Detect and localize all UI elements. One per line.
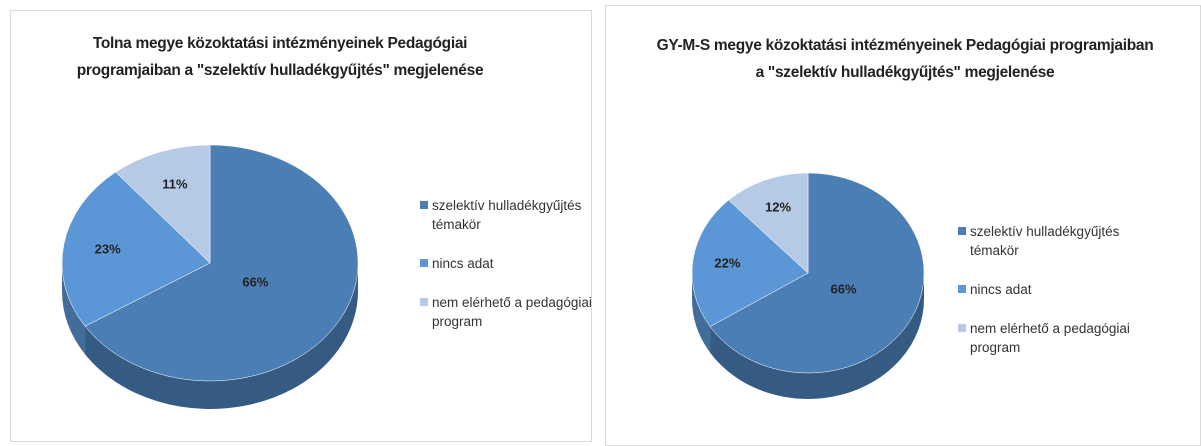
legend-item: szelektív hulladékgyűjtés témakör [958, 222, 1133, 260]
pie-sides [62, 263, 359, 410]
pie-slice [84, 144, 359, 382]
legend-item: nincs adat [420, 254, 595, 273]
legend-item: nem elérhető a pedagógiai program [958, 319, 1133, 357]
legend-swatch [420, 298, 428, 306]
data-label: 22% [714, 256, 740, 271]
legend-label: szelektív hulladékgyűjtés témakör [432, 198, 582, 232]
pie-slice [728, 172, 809, 274]
pie-slice [61, 171, 211, 327]
pie-side [692, 273, 711, 353]
data-label: 66% [242, 274, 268, 289]
pie-slice [115, 144, 211, 264]
legend-label: nincs adat [432, 256, 494, 271]
legend-label: nem elérhető a pedagógiai program [432, 295, 592, 329]
chart-title: Tolna megye közoktatási intézményeinek P… [76, 35, 484, 79]
pie-side [710, 273, 924, 399]
legend-item: szelektív hulladékgyűjtés témakör [420, 196, 595, 234]
data-label: 23% [95, 242, 121, 257]
pie-slice [709, 172, 925, 374]
pie-side [85, 263, 359, 410]
data-label: 11% [162, 177, 188, 192]
legend-item: nincs adat [958, 280, 1133, 299]
pie-tops [61, 144, 359, 382]
pie-sides [692, 273, 924, 399]
legend-label: nincs adat [970, 282, 1032, 297]
legend-swatch [420, 201, 428, 209]
legend-swatch [958, 227, 966, 235]
pie-slice [691, 199, 809, 327]
pie-side [62, 263, 86, 355]
data-label: 66% [831, 281, 857, 296]
legend-swatch [958, 285, 966, 293]
legend-swatch [420, 259, 428, 267]
legend-label: szelektív hulladékgyűjtés témakör [970, 224, 1120, 258]
data-label: 12% [765, 199, 791, 214]
legend-label: nem elérhető a pedagógiai program [970, 321, 1130, 355]
chart-title: GY-M-S megye közoktatási intézményeinek … [656, 37, 1154, 81]
legend: szelektív hulladékgyűjtés témakör nincs a… [958, 222, 1133, 377]
legend-swatch [958, 324, 966, 332]
legend: szelektív hulladékgyűjtés témakör nincs a… [420, 196, 595, 351]
legend-item: nem elérhető a pedagógiai program [420, 293, 595, 331]
pie-tops [691, 172, 925, 374]
